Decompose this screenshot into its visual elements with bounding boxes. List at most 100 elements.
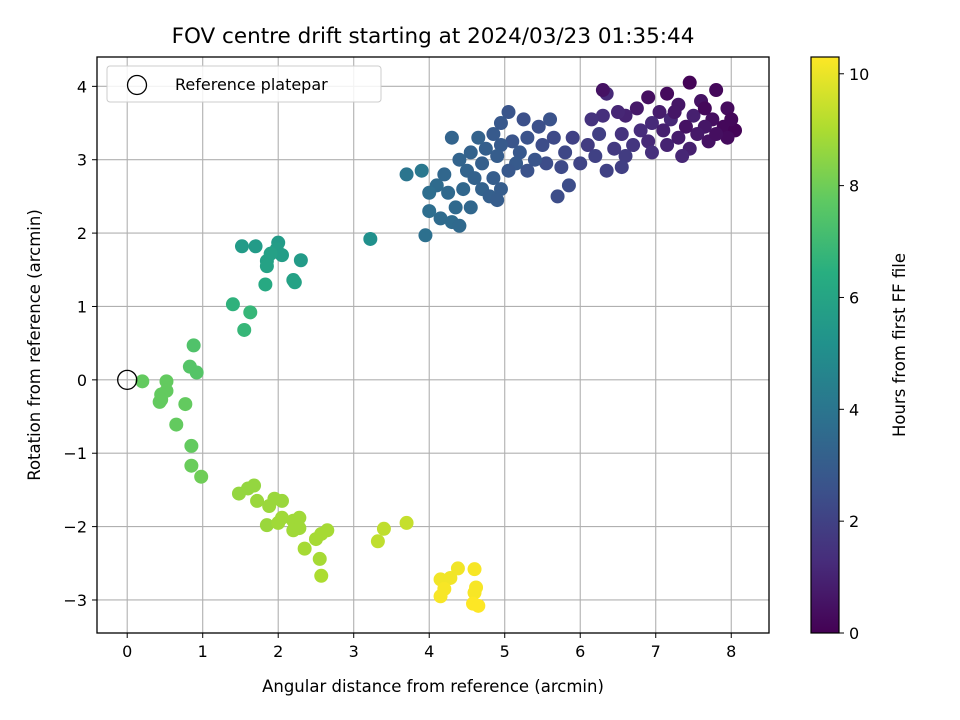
data-point xyxy=(135,374,150,389)
data-point xyxy=(660,86,675,101)
data-point xyxy=(607,141,622,156)
data-point xyxy=(471,598,486,613)
data-point xyxy=(614,127,629,142)
data-point xyxy=(441,185,456,200)
data-point xyxy=(189,365,204,380)
data-point xyxy=(433,589,448,604)
data-point xyxy=(234,239,249,254)
data-point xyxy=(671,130,686,145)
data-point xyxy=(599,163,614,178)
data-point xyxy=(493,138,508,153)
data-points xyxy=(117,75,743,613)
data-point xyxy=(471,130,486,145)
data-point xyxy=(184,458,199,473)
data-point xyxy=(444,130,459,145)
y-tick-label: −3 xyxy=(63,591,87,610)
data-point xyxy=(450,561,465,576)
data-point xyxy=(194,469,209,484)
data-point xyxy=(644,145,659,160)
data-point xyxy=(554,160,569,175)
data-point xyxy=(656,123,671,138)
legend-label: Reference platepar xyxy=(175,75,328,94)
data-point xyxy=(263,246,278,261)
data-point xyxy=(641,134,656,149)
data-point xyxy=(618,149,633,164)
data-point xyxy=(443,570,458,585)
data-point xyxy=(248,239,263,254)
data-point xyxy=(493,182,508,197)
data-point xyxy=(588,149,603,164)
data-point xyxy=(186,338,201,353)
data-point xyxy=(152,394,167,409)
data-point xyxy=(595,108,610,123)
x-ticks: 0 1 2 3 4 5 6 7 8 xyxy=(122,633,736,661)
data-point xyxy=(644,116,659,131)
data-point xyxy=(565,130,580,145)
data-point xyxy=(292,510,307,525)
data-point xyxy=(490,193,505,208)
data-point xyxy=(520,163,535,178)
x-tick-label: 2 xyxy=(273,642,283,661)
data-point xyxy=(690,127,705,142)
data-point xyxy=(626,138,641,153)
x-tick-label: 6 xyxy=(575,642,585,661)
data-point xyxy=(169,417,184,432)
data-point xyxy=(675,149,690,164)
data-point xyxy=(641,90,656,105)
x-tick-label: 5 xyxy=(500,642,510,661)
data-point xyxy=(573,156,588,171)
data-point xyxy=(463,145,478,160)
data-point xyxy=(660,138,675,153)
data-point xyxy=(370,534,385,549)
data-point xyxy=(422,204,437,219)
data-point xyxy=(516,112,531,127)
data-point xyxy=(592,127,607,142)
data-point xyxy=(652,105,667,120)
data-point xyxy=(531,119,546,134)
data-point xyxy=(561,178,576,193)
data-point xyxy=(678,119,693,134)
x-tick-label: 3 xyxy=(349,642,359,661)
data-point xyxy=(467,171,482,186)
x-tick-label: 1 xyxy=(198,642,208,661)
data-point xyxy=(486,171,501,186)
data-point xyxy=(399,515,414,530)
data-point xyxy=(271,515,286,530)
data-point xyxy=(247,478,262,493)
data-point xyxy=(467,562,482,577)
colorbar-tick-label: 0 xyxy=(849,624,859,643)
data-point xyxy=(501,105,516,120)
data-point xyxy=(314,568,329,583)
data-point xyxy=(237,322,252,337)
data-point xyxy=(595,83,610,98)
colorbar-tick-label: 8 xyxy=(849,177,859,196)
data-point xyxy=(682,75,697,90)
data-point xyxy=(709,83,724,98)
data-point xyxy=(262,499,277,514)
x-tick-label: 0 xyxy=(122,642,132,661)
data-point xyxy=(539,156,554,171)
data-point xyxy=(467,585,482,600)
data-point xyxy=(520,130,535,145)
data-point xyxy=(475,156,490,171)
data-point xyxy=(418,228,433,243)
data-point xyxy=(259,259,274,274)
y-tick-label: 0 xyxy=(77,371,87,390)
data-point xyxy=(486,127,501,142)
colorbar-tick-label: 10 xyxy=(849,65,869,84)
colorbar-ticks: 0 2 4 6 8 10 xyxy=(839,65,869,643)
x-axis-label: Angular distance from reference (arcmin) xyxy=(262,677,604,696)
plot-frame xyxy=(96,56,770,634)
data-point xyxy=(629,101,644,116)
data-point xyxy=(558,145,573,160)
data-point xyxy=(243,305,258,320)
legend-marker xyxy=(126,74,148,96)
x-tick-label: 7 xyxy=(651,642,661,661)
x-tick-label: 8 xyxy=(726,642,736,661)
legend-box xyxy=(106,65,382,103)
data-point xyxy=(720,101,735,116)
data-point xyxy=(724,112,739,127)
data-point xyxy=(258,277,273,292)
